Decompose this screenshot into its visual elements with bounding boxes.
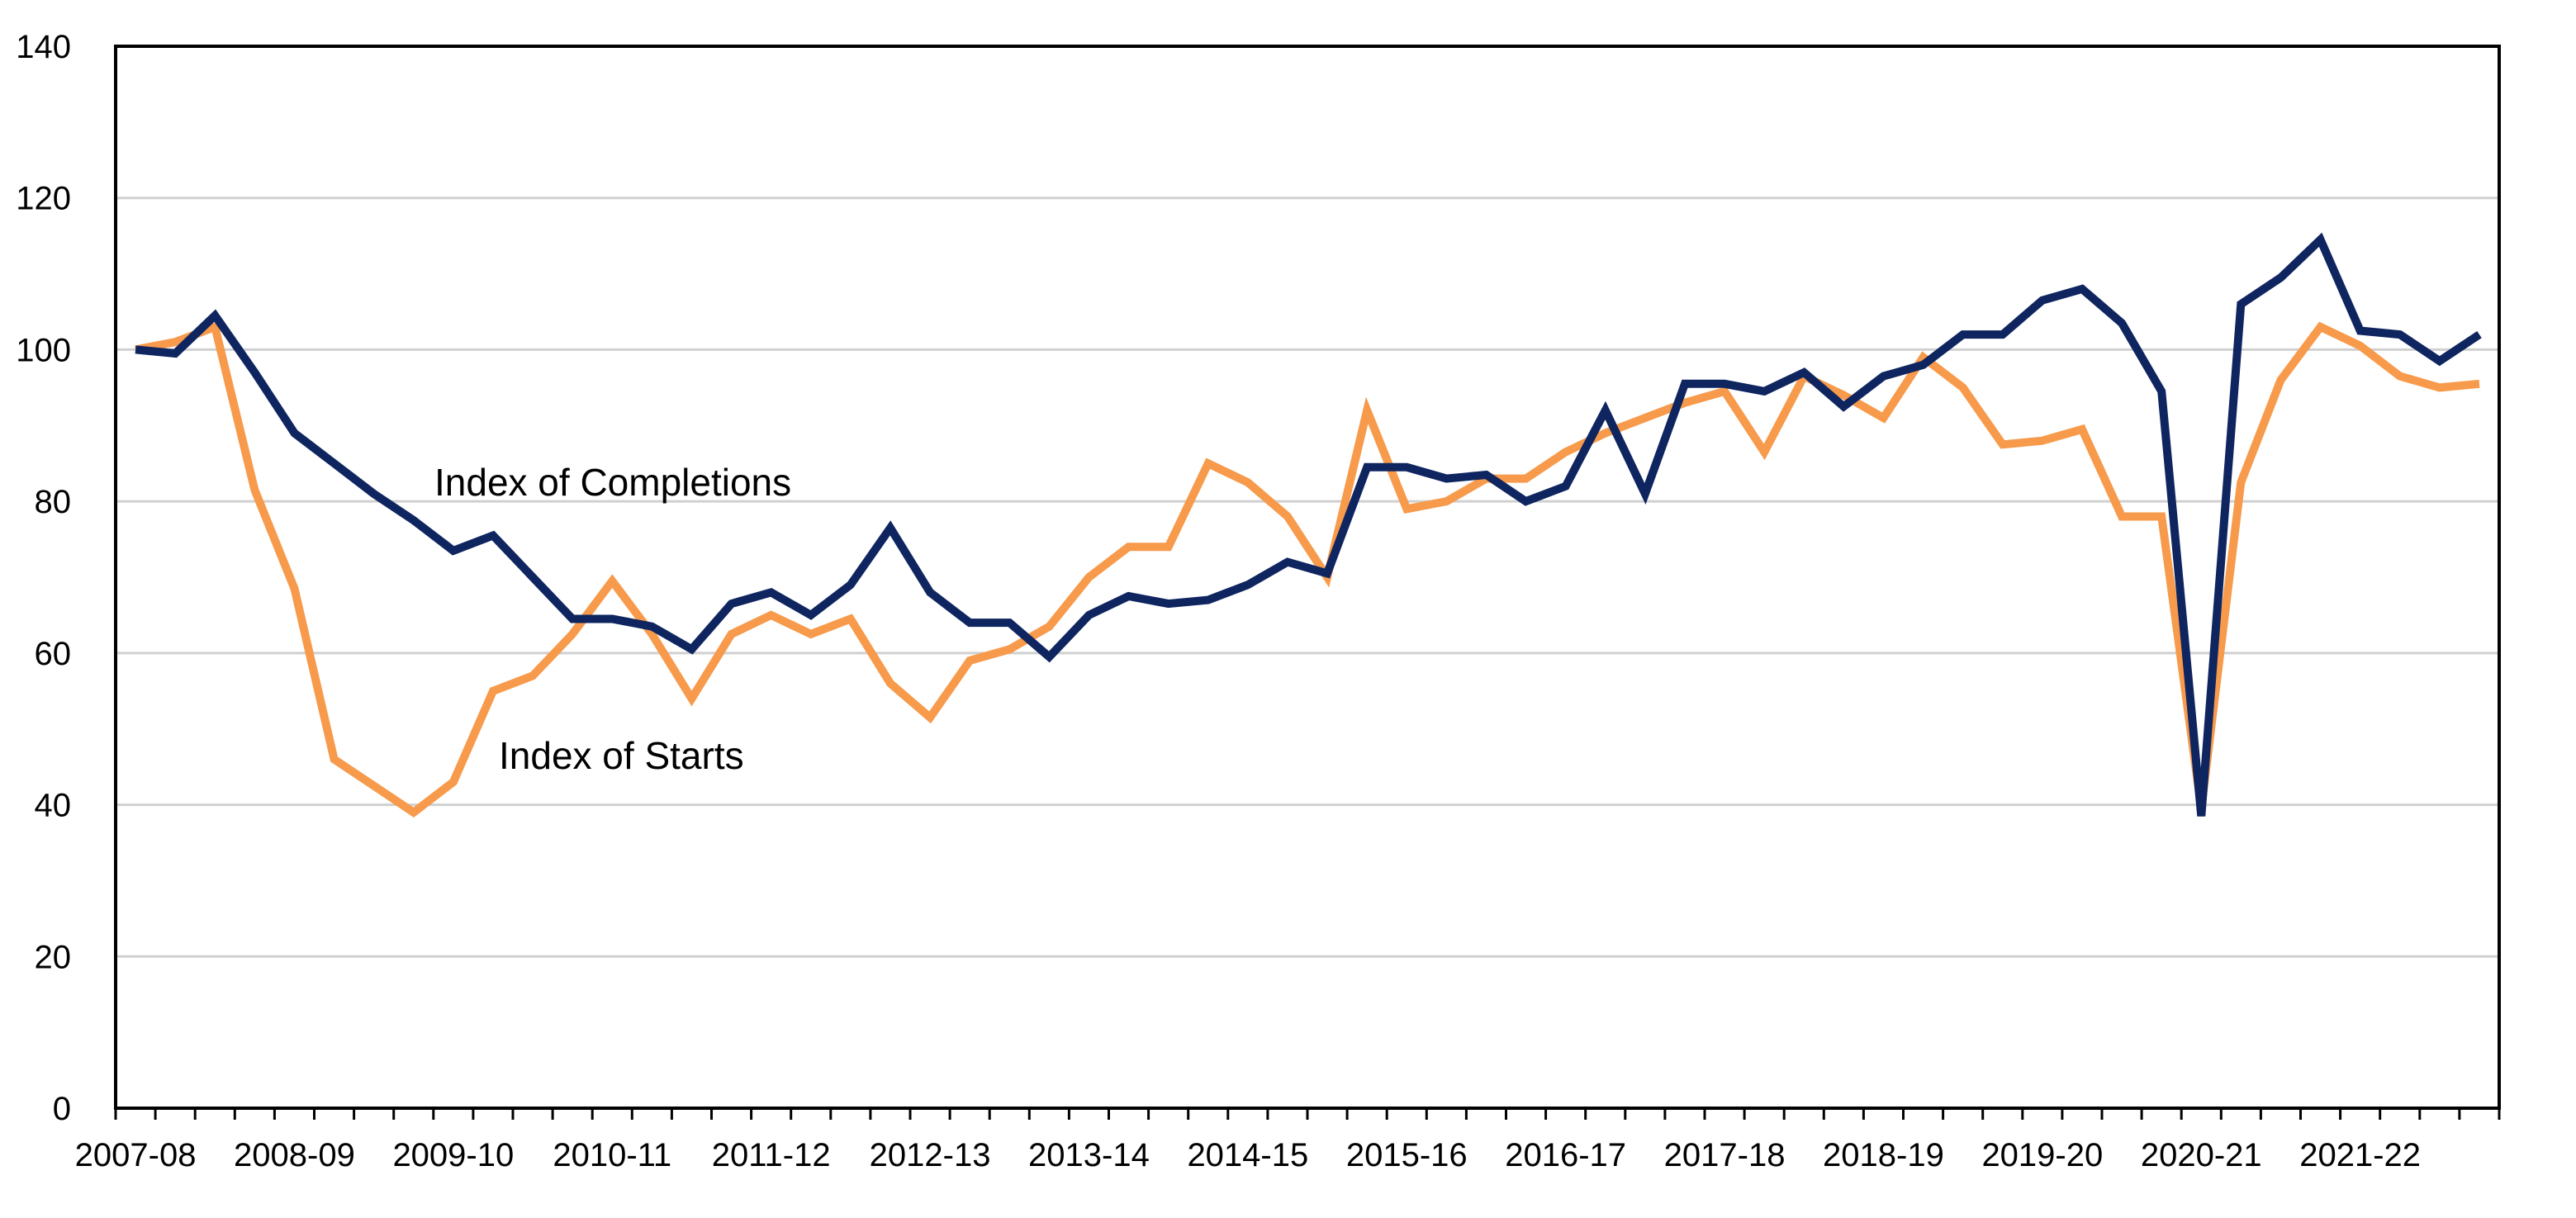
annotation-index-of-completions: Index of Completions	[434, 461, 791, 504]
y-axis-labels: 0 20 40 60 80 100 120 140	[16, 29, 71, 1127]
x-tick-label: 2013-14	[1028, 1137, 1150, 1173]
series-line-index-of-starts	[135, 321, 2480, 818]
y-tick-label: 40	[35, 788, 72, 824]
y-tick-label: 20	[35, 939, 72, 975]
y-tick-label: 140	[16, 29, 71, 65]
x-tick-label: 2018-19	[1823, 1137, 1944, 1173]
x-tick-label: 2020-21	[2141, 1137, 2262, 1173]
annotation-index-of-starts: Index of Starts	[499, 734, 744, 777]
series-lines	[135, 232, 2482, 818]
x-tick-label: 2009-10	[392, 1137, 514, 1173]
y-tick-label: 60	[35, 636, 72, 672]
x-tick-label: 2019-20	[1981, 1137, 2103, 1173]
x-tick-label: 2007-08	[75, 1137, 197, 1173]
gridlines	[116, 197, 2499, 958]
x-tick-label: 2015-16	[1346, 1137, 1468, 1173]
x-tick-label: 2021-22	[2299, 1137, 2421, 1173]
y-tick-label: 80	[35, 484, 72, 520]
x-axis-ticks	[114, 1108, 2501, 1120]
y-tick-label: 120	[16, 181, 71, 217]
x-tick-label: 2012-13	[870, 1137, 991, 1173]
x-tick-label: 2011-12	[712, 1137, 831, 1173]
y-tick-label: 100	[16, 332, 71, 368]
x-tick-label: 2016-17	[1505, 1137, 1626, 1173]
series-line-index-of-completions	[135, 232, 2482, 817]
x-tick-label: 2014-15	[1187, 1137, 1308, 1173]
x-tick-label: 2017-18	[1664, 1137, 1786, 1173]
x-tick-label: 2010-11	[553, 1137, 671, 1173]
x-axis-labels: 2007-08 2008-09 2009-10 2010-11 2011-12 2012-…	[75, 1137, 2421, 1173]
y-tick-label: 0	[53, 1091, 71, 1127]
x-tick-label: 2008-09	[234, 1137, 355, 1173]
